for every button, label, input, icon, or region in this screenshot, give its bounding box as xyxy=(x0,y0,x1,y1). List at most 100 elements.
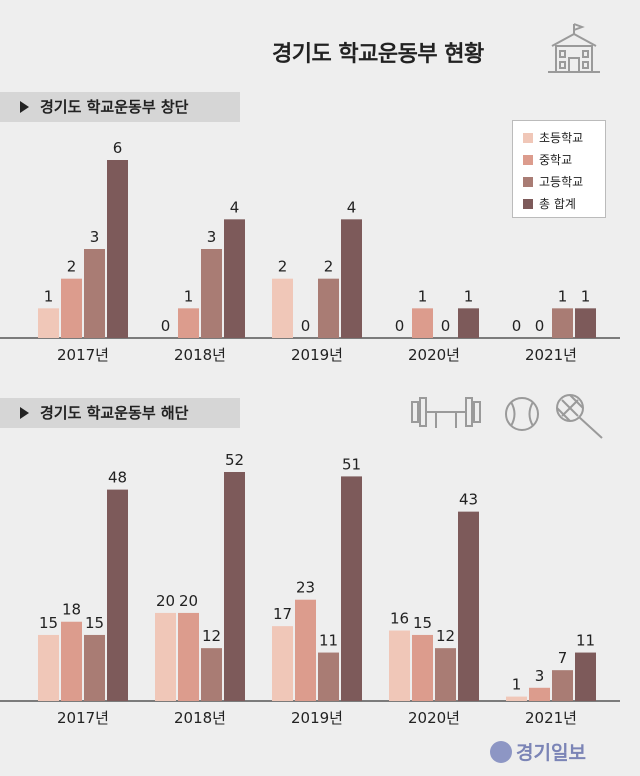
section-header-disbanded xyxy=(0,398,240,428)
data-label: 20 xyxy=(179,592,198,610)
bar xyxy=(295,599,316,701)
data-label: 11 xyxy=(576,632,595,650)
legend-item-total: 총 합계 xyxy=(523,195,576,212)
data-label: 15 xyxy=(39,614,58,632)
sport-icons xyxy=(411,394,603,439)
category-label: 2019년 xyxy=(291,709,343,727)
data-label: 0 xyxy=(441,317,451,335)
data-label: 6 xyxy=(113,139,123,157)
bar xyxy=(272,278,293,338)
bar xyxy=(552,308,573,338)
data-label: 4 xyxy=(347,198,357,216)
data-label: 15 xyxy=(413,614,432,632)
data-label: 2 xyxy=(278,258,288,276)
data-label: 15 xyxy=(85,614,104,632)
data-label: 1 xyxy=(44,287,54,305)
category-label: 2020년 xyxy=(408,346,460,364)
category-label: 2019년 xyxy=(291,346,343,364)
category-label: 2018년 xyxy=(174,346,226,364)
data-label: 3 xyxy=(90,228,100,246)
legend-item-high: 고등학교 xyxy=(523,173,583,190)
bar xyxy=(84,634,105,701)
legend-swatch xyxy=(523,154,533,165)
legend-item-middle: 중학교 xyxy=(523,151,572,168)
legend-label: 초등학교 xyxy=(539,131,584,145)
data-label: 7 xyxy=(558,649,568,667)
category-label: 2020년 xyxy=(408,709,460,727)
bar xyxy=(155,612,176,701)
data-label: 3 xyxy=(535,667,545,685)
data-label: 18 xyxy=(62,601,81,619)
bar xyxy=(341,219,362,338)
bar xyxy=(552,670,573,701)
data-label: 48 xyxy=(108,469,127,487)
data-label: 3 xyxy=(207,228,217,246)
data-label: 51 xyxy=(342,455,361,473)
bar xyxy=(529,687,550,701)
data-label: 1 xyxy=(581,287,591,305)
legend-swatch xyxy=(523,132,533,143)
legend-item-elementary: 초등학교 xyxy=(523,129,583,146)
school-building-icon xyxy=(548,23,600,73)
data-label: 0 xyxy=(395,317,405,335)
bar xyxy=(458,511,479,701)
data-label: 11 xyxy=(319,632,338,650)
bar xyxy=(107,489,128,701)
category-label: 2017년 xyxy=(57,346,109,364)
data-label: 4 xyxy=(230,198,240,216)
bar xyxy=(458,308,479,338)
bar xyxy=(389,630,410,701)
category-label: 2017년 xyxy=(57,709,109,727)
bar xyxy=(435,648,456,701)
data-label: 0 xyxy=(512,317,522,335)
section-header-founded xyxy=(0,92,240,122)
section-title-founded: 경기도 학교운동부 창단 xyxy=(40,98,189,116)
bar xyxy=(575,652,596,701)
bar xyxy=(201,648,222,701)
bar xyxy=(412,308,433,338)
data-label: 2 xyxy=(67,258,77,276)
tennis-racket-icon xyxy=(556,394,603,439)
bar xyxy=(506,696,527,701)
data-label: 16 xyxy=(390,610,409,628)
data-label: 1 xyxy=(512,676,522,694)
bar xyxy=(341,476,362,701)
bar xyxy=(107,160,128,338)
bar xyxy=(38,634,59,701)
data-label: 23 xyxy=(296,579,315,597)
bar xyxy=(224,219,245,338)
data-label: 0 xyxy=(161,317,171,335)
newspaper-logo: 경기일보 xyxy=(490,738,586,765)
data-label: 1 xyxy=(418,287,428,305)
data-label: 20 xyxy=(156,592,175,610)
data-label: 1 xyxy=(558,287,568,305)
logo-text: 경기일보 xyxy=(516,742,586,764)
category-label: 2021년 xyxy=(525,346,577,364)
bar xyxy=(318,652,339,701)
legend-label: 중학교 xyxy=(539,153,573,167)
bar xyxy=(224,472,245,701)
bar xyxy=(178,612,199,701)
data-label: 1 xyxy=(464,287,474,305)
barbell-icon xyxy=(411,397,481,428)
data-label: 0 xyxy=(535,317,545,335)
chart-legend: 초등학교 중학교 고등학교 총 합계 xyxy=(512,120,606,218)
data-label: 1 xyxy=(184,287,194,305)
triangle-icon xyxy=(20,101,29,113)
legend-swatch xyxy=(523,198,533,209)
legend-label: 총 합계 xyxy=(539,197,576,211)
data-label: 2 xyxy=(324,258,334,276)
bar xyxy=(201,249,222,338)
bar xyxy=(61,278,82,338)
triangle-icon xyxy=(20,407,29,419)
bar xyxy=(84,249,105,338)
data-label: 12 xyxy=(436,627,455,645)
data-label: 52 xyxy=(225,451,244,469)
data-label: 12 xyxy=(202,627,221,645)
section-title-disbanded: 경기도 학교운동부 해단 xyxy=(40,404,189,422)
bar xyxy=(178,308,199,338)
legend-label: 고등학교 xyxy=(539,175,584,189)
page-title: 경기도 학교운동부 현황 xyxy=(272,42,484,67)
